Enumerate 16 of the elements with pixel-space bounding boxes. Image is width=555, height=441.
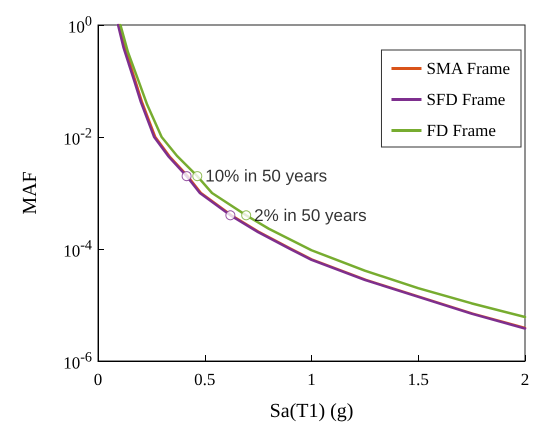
x-axis-title: Sa(T1) (g) <box>270 400 354 422</box>
x-tick-label: 0 <box>94 370 102 389</box>
y-tick-label: 10$^{-2}$ <box>63 126 92 148</box>
y-axis-title: MAF <box>19 171 41 215</box>
y-tick-label: 10$^{0}$ <box>68 14 92 36</box>
y-tick-label: 10$^{-6}$ <box>63 350 92 372</box>
legend-label: FD Frame <box>426 121 496 140</box>
legend-label: SMA Frame <box>426 59 510 78</box>
legend-label: SFD Frame <box>426 90 506 109</box>
x-tick-label: 0.5 <box>194 370 216 389</box>
x-tick-label: 1.5 <box>408 370 429 389</box>
x-tick-label: 2 <box>520 370 530 389</box>
annotation: 2% in 50 years <box>254 206 367 225</box>
y-tick-label: 10$^{-4}$ <box>63 238 92 260</box>
annotation: 10% in 50 years <box>205 166 328 186</box>
x-tick-label: 1 <box>307 370 316 389</box>
